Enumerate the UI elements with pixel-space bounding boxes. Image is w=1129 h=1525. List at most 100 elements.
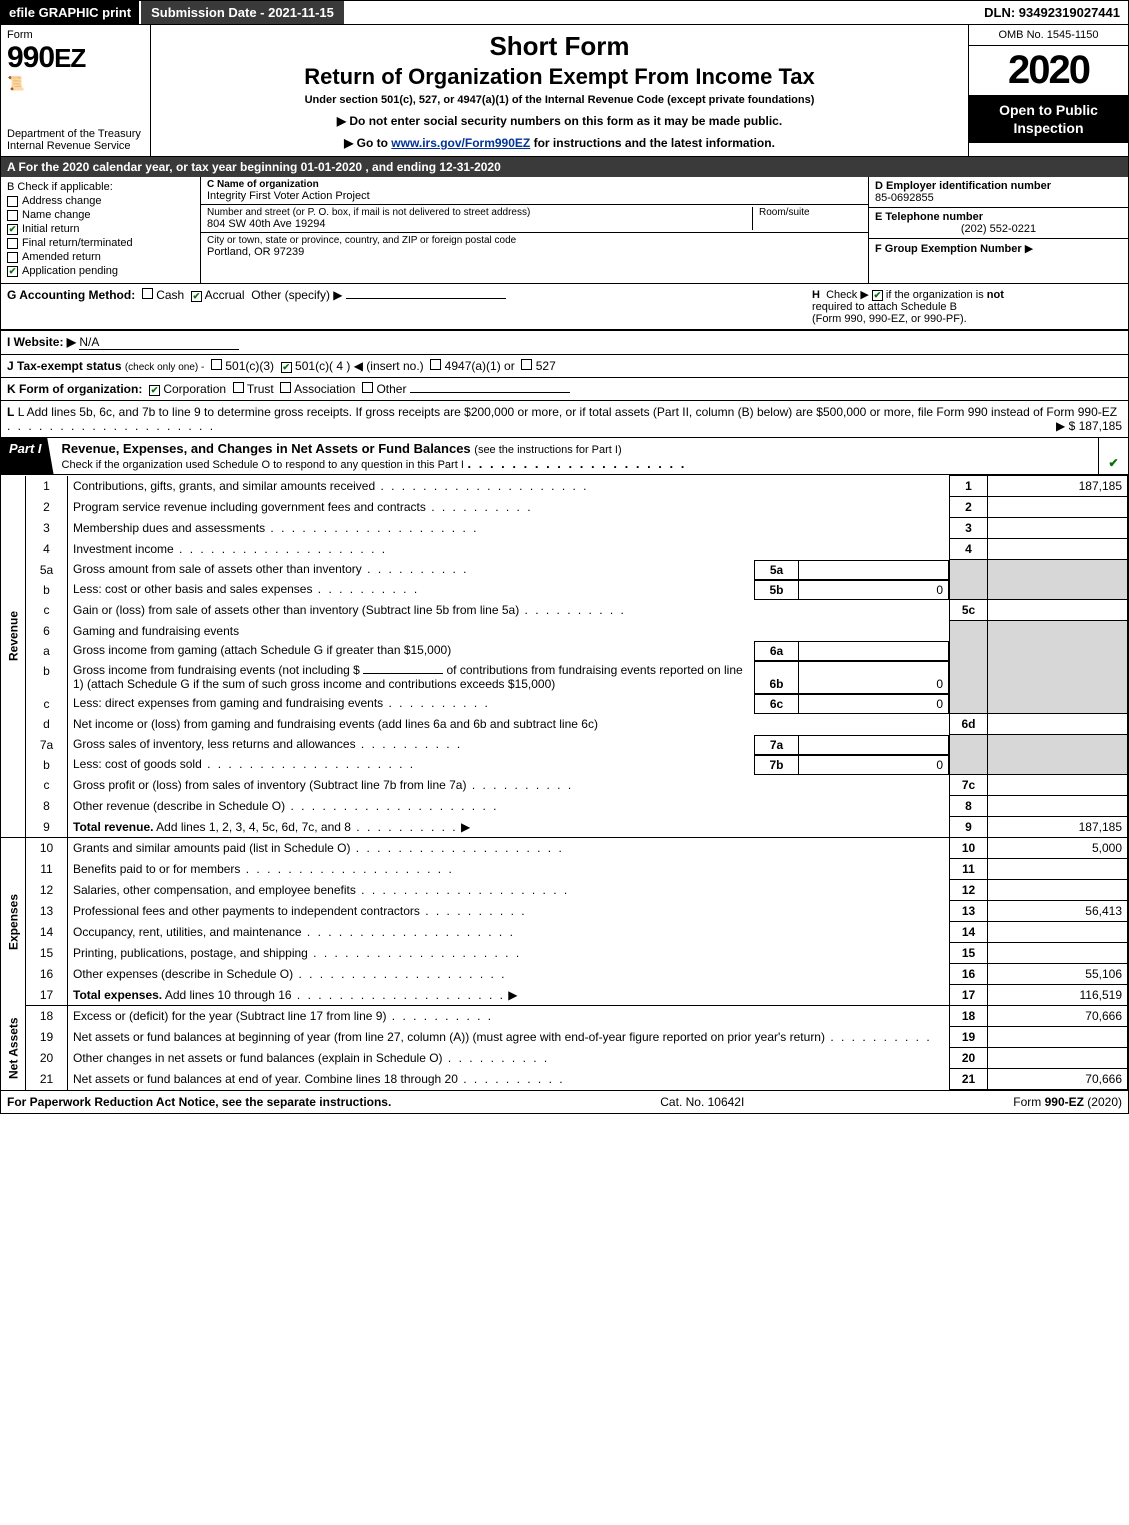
l11-dots bbox=[240, 862, 453, 876]
l19-ln: 19 bbox=[950, 1027, 988, 1048]
l6b-blank[interactable] bbox=[363, 673, 443, 674]
l1-num: 1 bbox=[26, 476, 68, 497]
chk-accrual[interactable] bbox=[191, 291, 202, 302]
l10-dots bbox=[350, 841, 563, 855]
l10-amt: 5,000 bbox=[988, 838, 1128, 859]
l18-text: Excess or (deficit) for the year (Subtra… bbox=[73, 1009, 386, 1023]
h-not: not bbox=[987, 289, 1004, 301]
l5c-text: Gain or (loss) from sale of assets other… bbox=[73, 603, 519, 617]
l7c-amt bbox=[988, 775, 1128, 796]
k-other-input[interactable] bbox=[410, 392, 570, 393]
chk-501c3[interactable] bbox=[211, 359, 222, 370]
street-value: 804 SW 40th Ave 19294 bbox=[207, 218, 752, 230]
l8-text: Other revenue (describe in Schedule O) bbox=[73, 799, 285, 813]
revenue-side-label: Revenue bbox=[1, 476, 26, 796]
h-check-text: Check ▶ bbox=[826, 289, 869, 301]
l15-num: 15 bbox=[26, 943, 68, 964]
l7a-num: 7a bbox=[26, 735, 68, 755]
l5a-dots bbox=[362, 562, 469, 576]
l10-num: 10 bbox=[26, 838, 68, 859]
l5b-sub: 5b bbox=[755, 580, 799, 599]
l7c-ln: 7c bbox=[950, 775, 988, 796]
header-right: OMB No. 1545-1150 2020 Open to Public In… bbox=[968, 25, 1128, 156]
header-center: Short Form Return of Organization Exempt… bbox=[151, 25, 968, 156]
chk-final[interactable] bbox=[7, 238, 18, 249]
l20-ln: 20 bbox=[950, 1048, 988, 1069]
chk-trust[interactable] bbox=[233, 382, 244, 393]
chk-pending[interactable] bbox=[7, 266, 18, 277]
warning-text: Do not enter social security numbers on … bbox=[349, 114, 782, 128]
cash-label: Cash bbox=[156, 288, 184, 302]
footer-right-post: (2020) bbox=[1084, 1095, 1122, 1109]
l7b-dots bbox=[202, 757, 415, 771]
other-specify-input[interactable] bbox=[346, 298, 506, 299]
grp-cell: F Group Exemption Number ▶ bbox=[869, 239, 1128, 258]
row-g-h: G Accounting Method: Cash Accrual Other … bbox=[1, 284, 1128, 330]
l6-num: 6 bbox=[26, 621, 68, 641]
l2-num: 2 bbox=[26, 497, 68, 518]
chk-4947[interactable] bbox=[430, 359, 441, 370]
i-label: I Website: ▶ bbox=[7, 335, 76, 349]
l7b-subamt: 0 bbox=[799, 755, 949, 774]
line-20: 20 Other changes in net assets or fund b… bbox=[1, 1048, 1128, 1069]
org-name: Integrity First Voter Action Project bbox=[207, 190, 862, 202]
street-cell: Number and street (or P. O. box, if mail… bbox=[207, 207, 752, 230]
line-3: 3 Membership dues and assessments 3 bbox=[1, 518, 1128, 539]
chk-name[interactable] bbox=[7, 210, 18, 221]
efile-print-button[interactable]: efile GRAPHIC print bbox=[1, 1, 141, 24]
l2-amt bbox=[988, 497, 1128, 518]
netassets-side-label: Net Assets bbox=[1, 1006, 26, 1090]
l15-dots bbox=[308, 946, 521, 960]
line-1: Revenue 1 Contributions, gifts, grants, … bbox=[1, 476, 1128, 497]
line-12: 12 Salaries, other compensation, and emp… bbox=[1, 880, 1128, 901]
submission-date-button[interactable]: Submission Date - 2021-11-15 bbox=[141, 1, 344, 24]
chk-address[interactable] bbox=[7, 196, 18, 207]
l21-text: Net assets or fund balances at end of ye… bbox=[73, 1072, 458, 1086]
l10-text: Grants and similar amounts paid (list in… bbox=[73, 841, 350, 855]
l5b-text: Less: cost or other basis and sales expe… bbox=[73, 582, 312, 596]
l3-dots bbox=[265, 521, 478, 535]
irs-link[interactable]: www.irs.gov/Form990EZ bbox=[391, 136, 530, 150]
accrual-label: Accrual bbox=[205, 288, 245, 302]
l7b-sub: 7b bbox=[755, 755, 799, 774]
l4-ln: 4 bbox=[950, 539, 988, 560]
l-dots bbox=[7, 419, 215, 433]
rev-spacer bbox=[1, 796, 26, 817]
chk-501c[interactable] bbox=[281, 362, 292, 373]
l16-ln: 16 bbox=[950, 964, 988, 985]
line-6d: d Net income or (loss) from gaming and f… bbox=[1, 714, 1128, 735]
box-d-e-f: D Employer identification number 85-0692… bbox=[868, 177, 1128, 283]
g-label: G Accounting Method: bbox=[7, 288, 135, 302]
line-6: 6 Gaming and fundraising events bbox=[1, 621, 1128, 641]
chk-corp[interactable] bbox=[149, 385, 160, 396]
l17-ln: 17 bbox=[950, 985, 988, 1006]
l15-amt bbox=[988, 943, 1128, 964]
l9-amt: 187,185 bbox=[988, 817, 1128, 838]
scroll-icon: 📜 bbox=[7, 75, 144, 92]
l20-dots bbox=[443, 1051, 550, 1065]
chk-assoc[interactable] bbox=[280, 382, 291, 393]
line-9: 9 Total revenue. Add lines 1, 2, 3, 4, 5… bbox=[1, 817, 1128, 838]
l7b-text: Less: cost of goods sold bbox=[73, 757, 202, 771]
grp-lbl: F Group Exemption Number bbox=[875, 243, 1022, 255]
l17-num: 17 bbox=[26, 985, 68, 1006]
l5a-sub: 5a bbox=[755, 560, 799, 579]
l6b-text1: Gross income from fundraising events (no… bbox=[73, 663, 360, 677]
l7a-text: Gross sales of inventory, less returns a… bbox=[73, 737, 356, 751]
chk-cash[interactable] bbox=[142, 288, 153, 299]
chk-amended[interactable] bbox=[7, 252, 18, 263]
line-18: Net Assets 18 Excess or (deficit) for th… bbox=[1, 1006, 1128, 1027]
chk-h[interactable] bbox=[872, 290, 883, 301]
l17-dots bbox=[292, 988, 505, 1002]
l7-shade-amt bbox=[988, 735, 1128, 775]
main-title: Return of Organization Exempt From Incom… bbox=[157, 64, 962, 90]
chk-initial[interactable] bbox=[7, 224, 18, 235]
l14-text: Occupancy, rent, utilities, and maintena… bbox=[73, 925, 302, 939]
part-i-title-text: Revenue, Expenses, and Changes in Net As… bbox=[62, 441, 475, 456]
l6c-sub: 6c bbox=[755, 694, 799, 713]
l6d-num: d bbox=[26, 714, 68, 735]
chk-527[interactable] bbox=[521, 359, 532, 370]
l19-num: 19 bbox=[26, 1027, 68, 1048]
chk-kother[interactable] bbox=[362, 382, 373, 393]
line-8: 8 Other revenue (describe in Schedule O)… bbox=[1, 796, 1128, 817]
